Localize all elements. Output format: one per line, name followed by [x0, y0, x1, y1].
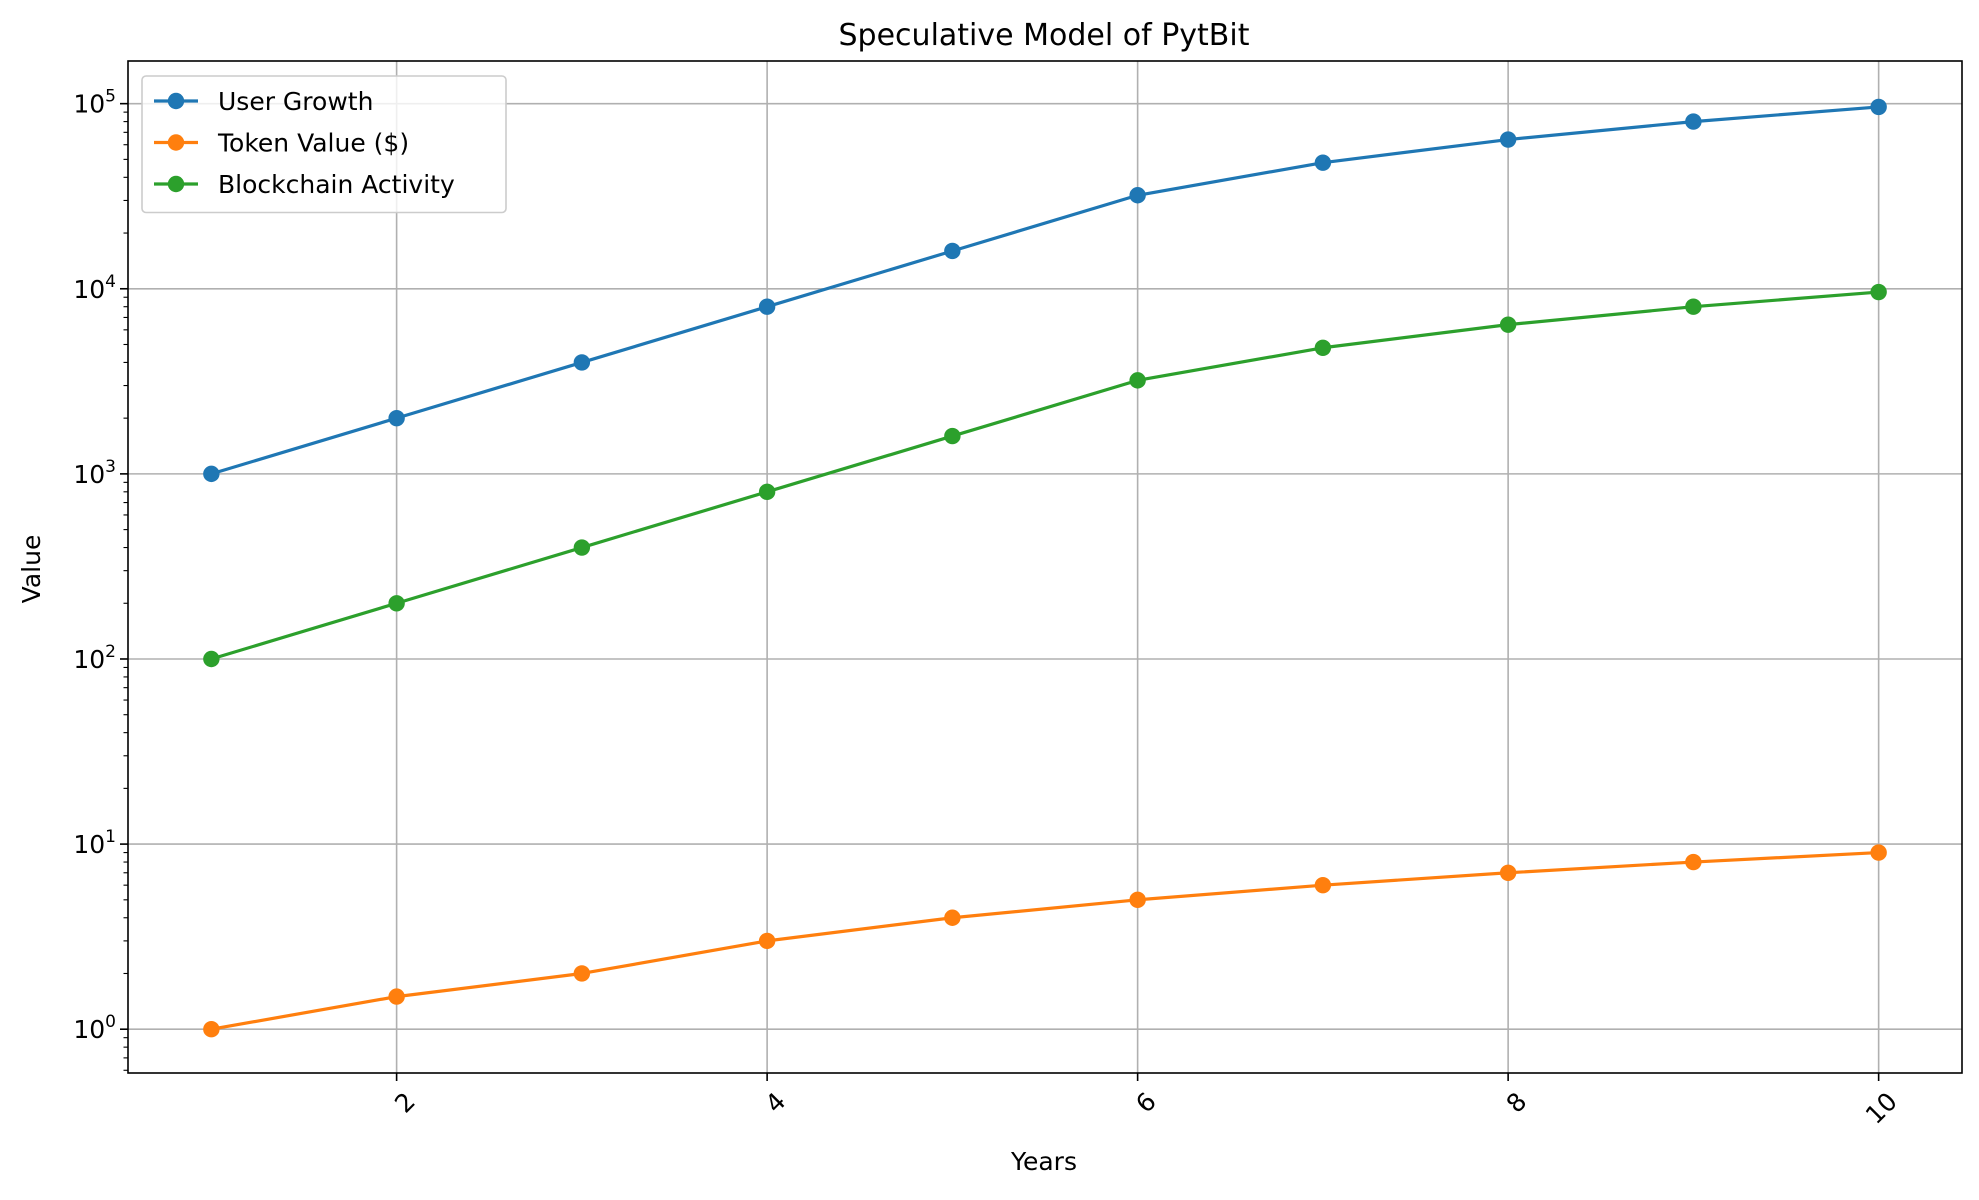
- grid: [128, 61, 1962, 1073]
- data-point: [203, 465, 220, 483]
- series-0: [203, 98, 1887, 483]
- series-line: [209, 290, 1881, 661]
- legend-marker: [167, 92, 185, 110]
- data-point: [1314, 154, 1332, 171]
- data-point: [388, 988, 405, 1005]
- data-point: [758, 932, 776, 950]
- data-point: [944, 242, 961, 260]
- legend-label: Blockchain Activity: [218, 170, 455, 199]
- data-point: [1499, 864, 1517, 881]
- data-point: [1314, 876, 1332, 894]
- legend-item: User Growth: [154, 87, 373, 116]
- data-point: [1685, 853, 1702, 871]
- series-line: [209, 105, 1881, 476]
- data-point: [1499, 316, 1517, 333]
- data-point: [1129, 891, 1146, 909]
- data-point: [388, 595, 405, 612]
- y-tick-label: 103: [73, 457, 116, 489]
- legend-item: Token Value ($): [154, 129, 409, 158]
- y-tick-label: 102: [73, 642, 116, 674]
- data-point: [1685, 113, 1702, 130]
- legend-label: Token Value ($): [217, 129, 409, 158]
- data-point: [203, 1021, 220, 1038]
- data-point: [1870, 98, 1887, 116]
- legend-label: User Growth: [218, 87, 373, 116]
- data-point: [388, 409, 405, 427]
- y-tick-label: 104: [73, 272, 116, 304]
- legend-box: [141, 75, 507, 214]
- y-tick-label: 101: [73, 827, 116, 859]
- chart-title: Speculative Model of PytBit: [839, 18, 1250, 53]
- y-axis-ticks: 100 101 102 103 104 105: [73, 87, 128, 1044]
- data-point: [203, 650, 220, 668]
- axes-frame: [127, 60, 1963, 1074]
- data-point: [1129, 187, 1146, 204]
- data-point: [1314, 339, 1332, 356]
- data-point: [573, 965, 591, 982]
- series-2: [203, 283, 1887, 668]
- y-tick-label: 105: [73, 87, 116, 119]
- data-point: [944, 909, 961, 926]
- data-point: [758, 483, 776, 501]
- data-point: [1870, 844, 1887, 861]
- data-point: [573, 354, 591, 371]
- legend-marker: [167, 175, 185, 193]
- legend-marker: [167, 134, 185, 151]
- series-1: [203, 844, 1887, 1038]
- x-axis-label: Years: [1010, 1147, 1077, 1176]
- y-tick-label: 100: [73, 1012, 116, 1044]
- data-point: [1499, 131, 1517, 148]
- data-point: [944, 427, 961, 445]
- data-point: [1685, 298, 1702, 315]
- y-axis-label: Value: [17, 535, 46, 604]
- series-line: [209, 850, 1881, 1031]
- legend-item: Blockchain Activity: [154, 170, 455, 199]
- data-point: [758, 298, 776, 315]
- data-point: [1129, 372, 1146, 389]
- data-point: [1870, 283, 1887, 301]
- legend: User Growth Token Value ($) Blockchain Act…: [141, 75, 507, 214]
- series-group: [203, 98, 1887, 1038]
- data-point: [573, 539, 591, 556]
